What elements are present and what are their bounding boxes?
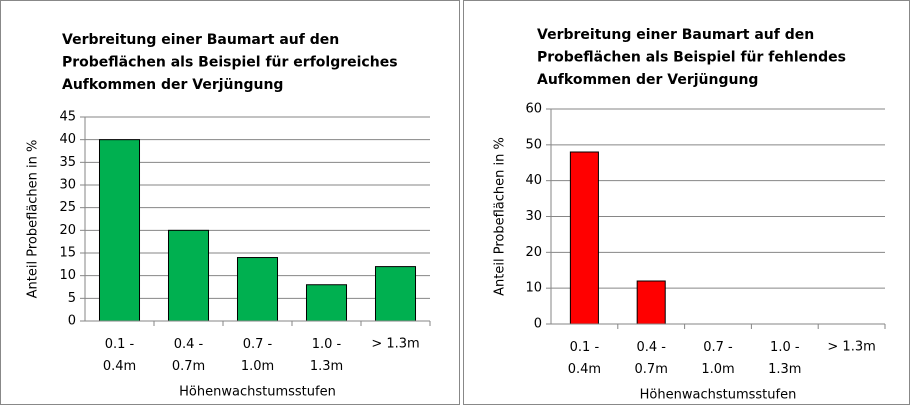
x-tick-line: 0.4m [568,362,601,377]
x-tick-label: 0.7 - 1.0m [701,340,734,377]
y-tick-label: 20 [59,223,76,238]
x-axis-title: Höhenwachstumsstufen [179,385,336,400]
y-tick-label: 0 [68,314,76,329]
bar [167,229,210,322]
y-tick-label: 50 [525,137,542,152]
y-tick-label: 35 [59,155,76,170]
bar [236,257,279,322]
chart-title: Aufkommen der Verjüngung [62,77,283,93]
x-tick-line: 0.1 - [105,337,135,352]
x-tick-line: 1.0 - [312,337,342,352]
y-tick-label: 20 [525,245,542,260]
y-tick-label: 45 [59,110,76,125]
y-tick-label: 40 [525,173,542,188]
x-tick-line: 1.3m [310,359,343,374]
bar [569,151,599,325]
x-tick-label: 1.0 - 1.3m [310,337,343,374]
x-tick-line: 1.0 - [770,340,800,355]
y-axis-title: Anteil Probeflächen in % [26,140,41,299]
x-tick-label: 0.4 - 0.7m [172,337,205,374]
y-tick-label: 40 [59,132,76,147]
bar [636,280,666,325]
x-tick-line: 1.3m [768,362,801,377]
bar [98,139,141,322]
x-tick-label: > 1.3m [371,337,419,352]
y-tick-label: 5 [68,291,76,306]
y-axis-title: Anteil Probeflächen in % [493,137,508,296]
x-tick-line: 0.4m [103,359,136,374]
chart-title: Probeflächen als Beispiel für fehlendes [537,50,846,66]
x-tick-line: 0.4 - [636,340,666,355]
chart-title: Aufkommen der Verjüngung [537,72,758,88]
x-tick-label: 0.7 - 1.0m [241,337,274,374]
y-tick-label: 60 [525,102,542,117]
y-tick-label: 0 [534,317,542,332]
y-tick-label: 15 [59,246,76,261]
x-axis-title: Höhenwachstumsstufen [640,388,797,403]
chart-title: Verbreitung einer Baumart auf den [62,32,339,48]
chart-title: Verbreitung einer Baumart auf den [537,27,814,43]
x-tick-line: 0.1 - [570,340,600,355]
chart-title: Probeflächen als Beispiel für erfolgreic… [62,55,398,71]
y-tick-label: 10 [525,281,542,296]
x-tick-label: 0.1 - 0.4m [103,337,136,374]
x-tick-label: 0.4 - 0.7m [635,340,668,377]
x-tick-line: 0.7 - [703,340,733,355]
bar [305,284,348,322]
x-tick-line: 0.4 - [174,337,204,352]
x-tick-line: 1.0m [701,362,734,377]
x-tick-line: 0.7m [635,362,668,377]
y-tick-label: 30 [59,178,76,193]
x-tick-line: 0.7m [172,359,205,374]
bar [374,266,417,322]
y-tick-label: 10 [59,268,76,283]
y-tick-label: 30 [525,209,542,224]
x-tick-line: 1.0m [241,359,274,374]
x-tick-label: 1.0 - 1.3m [768,340,801,377]
x-tick-label: > 1.3m [827,340,875,355]
x-tick-label: 0.1 - 0.4m [568,340,601,377]
y-tick-label: 25 [59,200,76,215]
x-tick-line: 0.7 - [243,337,273,352]
